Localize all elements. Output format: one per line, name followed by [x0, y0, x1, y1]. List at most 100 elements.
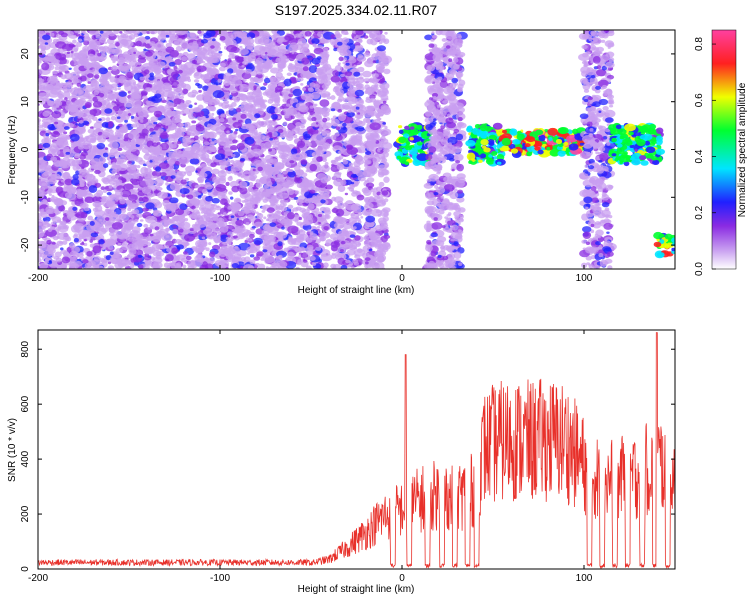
spectrogram-blob: [225, 110, 230, 114]
spectrogram-blob: [93, 121, 103, 130]
spectrogram-blob: [127, 90, 131, 94]
spectrogram-blob: [196, 65, 207, 72]
spectrogram-blob: [38, 176, 42, 179]
spectrogram-blob: [112, 175, 116, 178]
spectrogram-blob: [243, 209, 250, 215]
spectrogram-blob: [216, 43, 221, 46]
spectrogram-blob: [218, 66, 226, 72]
spectrogram-blob: [267, 52, 273, 57]
spectrogram-blob: [203, 141, 210, 146]
spectrogram-blob: [235, 219, 244, 226]
spectrogram-blob: [105, 210, 109, 213]
spectrogram-blob: [275, 80, 280, 85]
spectrogram-blob: [177, 83, 184, 89]
spectrogram-blob: [253, 133, 262, 140]
spectrogram-blob: [63, 131, 68, 135]
spectrogram-blob: [253, 85, 257, 89]
spectrogram-blob: [277, 116, 281, 119]
spectrogram-blob: [108, 95, 113, 100]
spectrogram-blob: [214, 259, 224, 267]
spectrogram-blob: [282, 121, 288, 126]
spectrogram-blob: [236, 107, 242, 113]
spectrogram-blob: [168, 93, 173, 97]
spectrogram-blob: [253, 237, 264, 245]
spectrogram-blob: [141, 196, 149, 203]
spectrogram-blob: [169, 49, 180, 58]
spectrogram-blob: [182, 251, 188, 255]
spectrogram-blob: [185, 99, 192, 104]
spectrogram-blob: [293, 196, 299, 200]
spectrogram-blob: [85, 134, 97, 143]
spectrogram-blob: [184, 121, 191, 128]
spectrogram-blob: [154, 50, 159, 54]
spectrogram-blob: [61, 256, 71, 264]
spectrogram-blob: [282, 170, 288, 175]
spectrogram-blob: [152, 65, 158, 70]
spectrogram-blob: [229, 175, 233, 179]
spectrogram-blob: [272, 33, 280, 39]
spectrogram-blob: [322, 142, 331, 150]
spectrogram-blob: [100, 198, 105, 202]
spectrogram-blob: [142, 114, 147, 117]
spectrogram-blob: [246, 246, 258, 254]
spectrogram-blob: [66, 51, 71, 55]
spectrogram-blob: [301, 57, 310, 65]
spectrogram-blob: [145, 79, 150, 83]
spectrogram-blob: [165, 123, 168, 127]
spectrogram-blob: [323, 122, 333, 129]
spectrogram-blob: [131, 93, 142, 102]
spectrogram-blob: [52, 70, 58, 75]
spectrogram-blob: [143, 246, 153, 255]
spectrogram-blob: [181, 193, 186, 198]
spectrogram-blob: [107, 124, 113, 128]
spectrogram-blob: [46, 99, 51, 103]
spectrogram-blob: [127, 154, 139, 162]
spectrogram-blob: [183, 242, 190, 247]
spectrogram-blob: [82, 259, 89, 264]
spectrogram-blob: [274, 107, 281, 114]
spectrogram-blob: [184, 177, 190, 181]
spectrogram-blob: [154, 93, 162, 99]
spectrogram-blob: [151, 142, 159, 147]
spectrogram-blob: [158, 80, 164, 85]
spectrogram-blob: [310, 91, 321, 100]
spectrogram-blob: [194, 202, 199, 206]
spectrogram-blob: [217, 212, 221, 215]
spectrogram-blob: [275, 57, 281, 63]
spectrogram-blob: [278, 194, 284, 200]
spectrogram-blob: [267, 216, 277, 223]
spectrogram-blob: [42, 34, 51, 41]
spectrogram-blob: [99, 30, 104, 34]
spectrogram-blob: [269, 222, 277, 227]
spectrogram-blob: [194, 102, 198, 105]
spectrogram-blob: [50, 156, 58, 162]
spectrogram-blob: [87, 128, 96, 134]
spectrogram-blob: [135, 241, 141, 245]
spectrogram-blob: [106, 192, 112, 196]
spectrogram-blob: [280, 146, 292, 154]
spectrogram-blob: [151, 236, 162, 243]
spectrogram-blob: [145, 51, 153, 57]
spectrogram-blob: [270, 113, 278, 120]
spectrogram-blob: [114, 87, 118, 91]
spectrogram-blob: [149, 80, 154, 84]
spectrogram-blob: [233, 235, 238, 239]
spectrogram-blob: [275, 260, 288, 269]
spectrogram-blob: [230, 165, 241, 172]
spectrogram-blob: [228, 221, 233, 225]
spectrogram-blob: [207, 221, 217, 229]
spectrogram-blob: [251, 225, 256, 229]
spectrogram-blob: [320, 177, 329, 184]
spectrogram-blob: [60, 64, 70, 72]
spectrogram-blob: [266, 234, 276, 242]
spectrogram-blob: [302, 87, 306, 91]
spectrogram-blob: [239, 157, 246, 162]
spectrogram-blob: [320, 39, 326, 44]
spectrogram-blob: [140, 202, 146, 206]
spectrogram-blob: [127, 237, 134, 242]
spectrogram-blob: [214, 206, 222, 211]
spectrogram-blob: [109, 147, 118, 155]
spectrogram-blob: [116, 103, 120, 107]
spectrogram-blob: [302, 66, 309, 72]
spectrogram-blob: [157, 51, 164, 56]
